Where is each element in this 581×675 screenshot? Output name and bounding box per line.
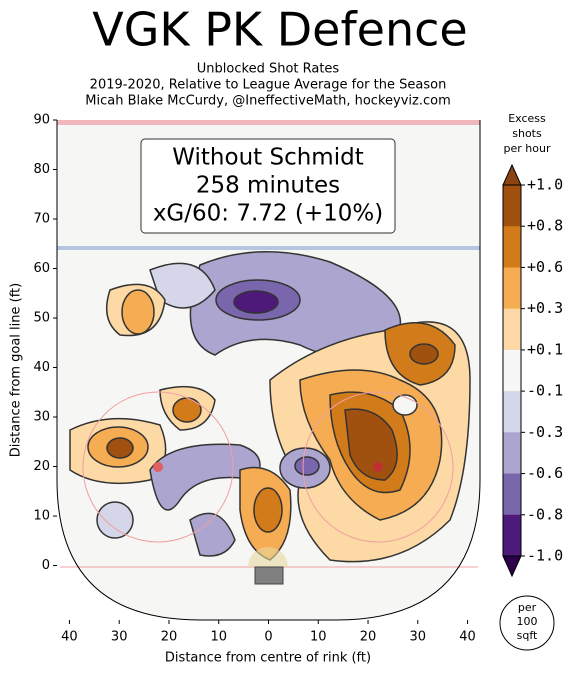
y-tick-label: 20 — [33, 459, 50, 474]
colorbar-bin — [503, 349, 521, 392]
y-tick-label: 80 — [33, 162, 50, 177]
x-tick-label: 30 — [111, 630, 128, 645]
unit-note: 100 — [517, 615, 538, 628]
colorbar-tick-label: -0.8 — [527, 505, 563, 523]
unit-note: sqft — [517, 629, 538, 642]
colorbar-bin — [503, 473, 521, 516]
colorbar-tick-label: +0.8 — [527, 217, 563, 235]
colorbar-tick-label: +1.0 — [527, 176, 563, 194]
unit-note: per — [518, 601, 537, 614]
colorbar-tick-label: -0.3 — [527, 423, 563, 441]
colorbar-tick-label: -1.0 — [527, 547, 563, 565]
x-tick-label: 40 — [61, 630, 78, 645]
y-tick-label: 90 — [33, 113, 50, 128]
x-tick-label: 20 — [161, 630, 178, 645]
colorbar-title: shots — [512, 127, 542, 140]
annotation: Without Schmidt — [172, 145, 363, 171]
colorbar-title: per hour — [504, 142, 551, 155]
faceoff-dot — [153, 462, 163, 472]
colorbar-tick-label: +0.6 — [527, 258, 563, 276]
colorbar-bin — [503, 391, 521, 433]
colorbar-bin — [503, 432, 521, 475]
y-axis-label: Distance from goal line (ft) — [9, 283, 24, 457]
colorbar-tick-label: +0.1 — [527, 340, 563, 358]
y-tick-label: 40 — [33, 360, 50, 375]
colorbar-extend — [502, 555, 522, 578]
boards — [56, 120, 481, 621]
contours — [57, 120, 480, 563]
unit-circle — [499, 595, 555, 651]
colorbar-bin — [503, 185, 521, 227]
y-tick-label: 30 — [33, 410, 50, 425]
x-tick-label: 30 — [410, 630, 427, 645]
annotation: xG/60: 7.72 (+10%) — [153, 201, 383, 227]
colorbar-bin — [503, 514, 521, 557]
x-tick-label: 10 — [310, 630, 327, 645]
x-tick-label: 10 — [210, 630, 227, 645]
y-tick-label: 70 — [33, 212, 50, 227]
colorbar-bin — [503, 226, 521, 268]
y-tick-label: 10 — [33, 509, 50, 524]
faceoff-dot — [373, 462, 383, 472]
colorbar-title: Excess — [508, 112, 546, 125]
colorbar-extend — [502, 163, 522, 186]
y-tick-label: 0 — [42, 558, 50, 573]
colorbar-tick-label: -0.1 — [527, 382, 563, 400]
colorbar-tick-label: +0.3 — [527, 299, 563, 317]
x-tick-label: 20 — [360, 630, 377, 645]
x-axis-label: Distance from centre of rink (ft) — [165, 651, 371, 666]
annotation: 258 minutes — [196, 173, 340, 199]
colorbar-bin — [503, 308, 521, 351]
y-tick-label: 60 — [33, 261, 50, 276]
chart-title: VGK PK Defence — [92, 3, 467, 57]
crease — [248, 547, 288, 567]
colorbar-tick-label: -0.6 — [527, 464, 563, 482]
subtitle: 2019-2020, Relative to League Average fo… — [90, 78, 447, 93]
x-tick-label: 40 — [459, 630, 476, 645]
colorbar-frame — [502, 184, 522, 557]
subtitle: Unblocked Shot Rates — [197, 62, 340, 77]
y-tick-label: 50 — [33, 311, 50, 326]
net — [254, 566, 284, 585]
subtitle: Micah Blake McCurdy, @IneffectiveMath, h… — [85, 94, 451, 109]
colorbar-bin — [503, 267, 521, 310]
annotation-box — [140, 138, 396, 234]
x-tick-label: 0 — [264, 630, 272, 645]
